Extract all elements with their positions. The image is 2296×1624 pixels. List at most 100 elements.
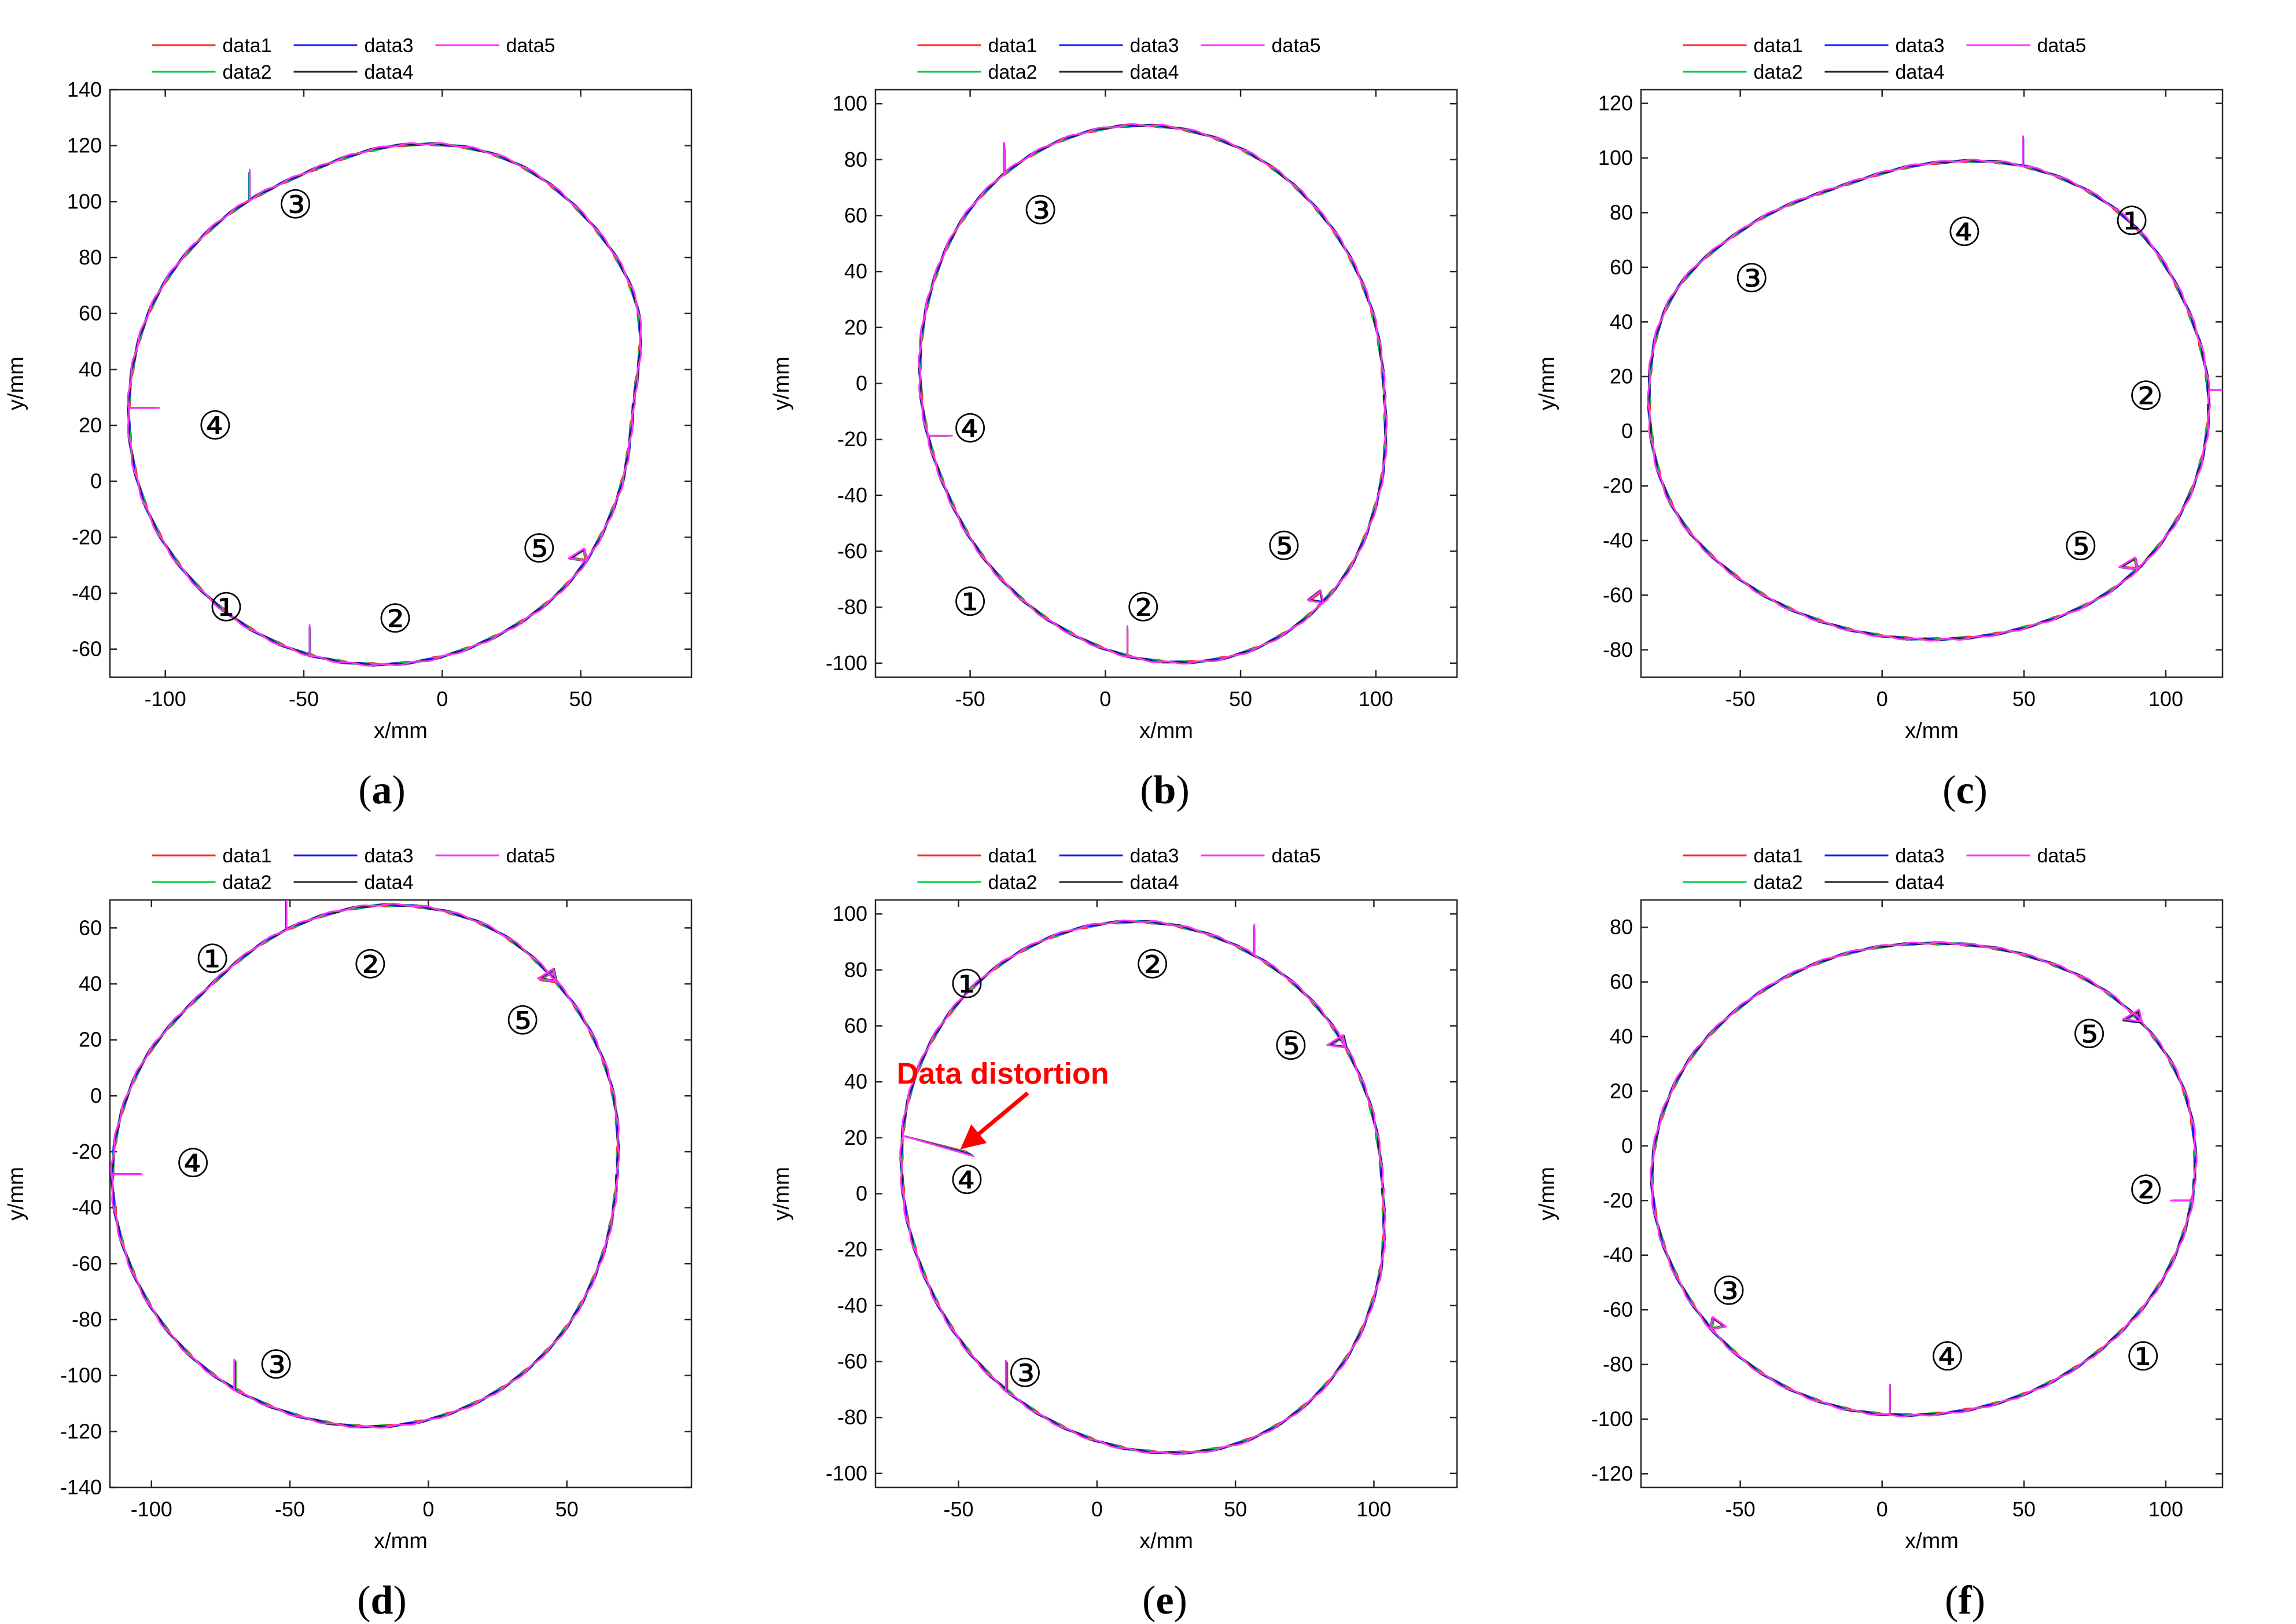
- legend-label-data1: data1: [1754, 845, 1803, 867]
- y-tick-label: -60: [1603, 1298, 1633, 1321]
- panel-label: (a): [358, 768, 406, 813]
- y-tick-label: -100: [826, 651, 867, 675]
- x-tick-label: 0: [1091, 1497, 1103, 1521]
- y-tick-label: 80: [1610, 915, 1633, 939]
- legend-label-data5: data5: [2037, 845, 2087, 867]
- feature-marker: ③: [1007, 1351, 1043, 1395]
- feature-marker: ③: [278, 183, 313, 227]
- feature-marker: ②: [2128, 374, 2163, 418]
- y-tick-label: 20: [844, 1126, 867, 1149]
- y-tick-label: -120: [60, 1419, 102, 1443]
- series-line-data5: [918, 123, 1388, 665]
- legend-label-data5: data5: [1272, 35, 1321, 57]
- feature-marker: ③: [1711, 1269, 1746, 1313]
- y-tick-label: -100: [1591, 1407, 1633, 1431]
- panel-label: (f): [1945, 1578, 1985, 1623]
- y-tick-label: -80: [72, 1307, 102, 1331]
- legend-label-data1: data1: [988, 35, 1037, 57]
- y-tick-label: 40: [79, 357, 102, 381]
- x-tick-label: 100: [2148, 687, 2183, 711]
- feature-marker: ①: [2125, 1335, 2161, 1379]
- series-line-data5: [127, 142, 642, 667]
- y-tick-label: -20: [1603, 1188, 1633, 1212]
- y-tick-label: 0: [1621, 1134, 1633, 1158]
- legend: data1 data3 data5 data2 data4: [152, 845, 555, 894]
- legend-label-data1: data1: [1754, 35, 1803, 57]
- x-tick-label: 50: [2012, 687, 2036, 711]
- y-tick-label: -120: [1591, 1461, 1633, 1485]
- y-tick-label: 20: [1610, 365, 1633, 388]
- y-tick-label: 60: [1610, 255, 1633, 279]
- x-tick-label: 50: [569, 687, 593, 711]
- y-tick-label: 80: [844, 148, 867, 171]
- y-tick-label: -80: [837, 1405, 867, 1429]
- legend-label-data2: data2: [1754, 872, 1803, 894]
- axes-box: [874, 899, 1458, 1489]
- feature-marker: ③: [1023, 189, 1058, 233]
- x-tick-label: 0: [1876, 1497, 1888, 1521]
- feature-marker: ②: [352, 943, 388, 987]
- feature-marker: ②: [377, 597, 413, 641]
- x-tick-label: -50: [1725, 1497, 1756, 1521]
- y-tick-label: 20: [79, 413, 102, 437]
- x-axis-label: x/mm: [1139, 719, 1193, 743]
- y-tick-label: -40: [1603, 1243, 1633, 1267]
- feature-marker: ①: [2114, 200, 2150, 244]
- y-tick-label: -60: [837, 539, 867, 563]
- series-line-data5: [899, 919, 1386, 1456]
- y-tick-label: 20: [844, 315, 867, 339]
- legend-label-data3: data3: [1130, 845, 1179, 867]
- axes-box: [1640, 899, 2224, 1489]
- legend-label-data2: data2: [988, 61, 1037, 83]
- y-tick-label: 100: [67, 189, 102, 213]
- y-tick-label: 20: [79, 1028, 102, 1052]
- y-tick-label: -100: [826, 1461, 867, 1485]
- chart-panel-b: -50 0 50 100 -100 -80 -60 -40 -20 0 20 40 60 80 100 x/m…: [766, 0, 1531, 813]
- legend-label-data3: data3: [1896, 845, 1945, 867]
- legend: data1 data3 data5 data2 data4: [1683, 845, 2087, 894]
- y-tick-label: -20: [72, 1140, 102, 1163]
- chart-panel-f: -50 0 50 100 -120 -100 -80 -60 -40 -20 0 20 40 60 80 x/…: [1531, 810, 2296, 1623]
- y-tick-label: -60: [837, 1350, 867, 1373]
- panel-label-letter: e: [1156, 1578, 1174, 1623]
- y-tick-label: -20: [72, 525, 102, 549]
- feature-marker: ⑤: [2063, 524, 2098, 568]
- y-tick-label: 40: [844, 1070, 867, 1093]
- y-tick-label: 20: [1610, 1079, 1633, 1103]
- legend-label-data3: data3: [1896, 35, 1945, 57]
- y-tick-label: 0: [90, 469, 102, 493]
- x-tick-label: -50: [955, 687, 985, 711]
- legend-label-data3: data3: [365, 845, 414, 867]
- series-line-data5: [1649, 941, 2198, 1417]
- feature-marker: ⑤: [1266, 524, 1301, 568]
- y-axis-label: y/mm: [4, 1167, 28, 1221]
- x-tick-label: 50: [1224, 1497, 1247, 1521]
- plot-svg: -100 -50 0 50 -60 -40 -20 0 20 40 60 80 100 120 140 x/m…: [4, 35, 693, 743]
- feature-marker: ⑤: [1273, 1024, 1308, 1068]
- feature-marker: ⑤: [505, 999, 540, 1043]
- legend-label-data5: data5: [506, 35, 555, 57]
- x-tick-label: 50: [1229, 687, 1252, 711]
- legend-label-data4: data4: [1896, 61, 1945, 83]
- y-tick-label: 40: [79, 972, 102, 995]
- x-axis-label: x/mm: [374, 1529, 428, 1553]
- series-line-data5: [1646, 135, 2223, 642]
- y-tick-label: -40: [837, 483, 867, 507]
- y-tick-label: 80: [79, 245, 102, 269]
- series-group: [918, 123, 1388, 665]
- y-tick-label: 0: [1621, 419, 1633, 443]
- x-tick-label: 100: [1359, 687, 1393, 711]
- y-tick-label: 40: [844, 259, 867, 283]
- y-tick-label: 60: [79, 916, 102, 939]
- plot-svg: -50 0 50 100 -100 -80 -60 -40 -20 0 20 40 60 80 100 x/m…: [770, 35, 1458, 743]
- plot-svg: -50 0 50 100 -80 -60 -40 -20 0 20 40 60 80 100 120 x/mm…: [1535, 35, 2224, 743]
- annotation-text: Data distortion: [897, 1057, 1109, 1091]
- y-axis-label: y/mm: [770, 1167, 794, 1221]
- chart-panel-e: -50 0 50 100 -100 -80 -60 -40 -20 0 20 40 60 80 100 x/m…: [766, 810, 1531, 1623]
- x-tick-label: -100: [131, 1497, 172, 1521]
- legend-label-data3: data3: [365, 35, 414, 57]
- y-tick-label: -60: [72, 637, 102, 661]
- feature-marker: ①: [949, 962, 984, 1006]
- y-tick-label: -60: [72, 1251, 102, 1275]
- x-axis-label: x/mm: [1905, 1529, 1959, 1553]
